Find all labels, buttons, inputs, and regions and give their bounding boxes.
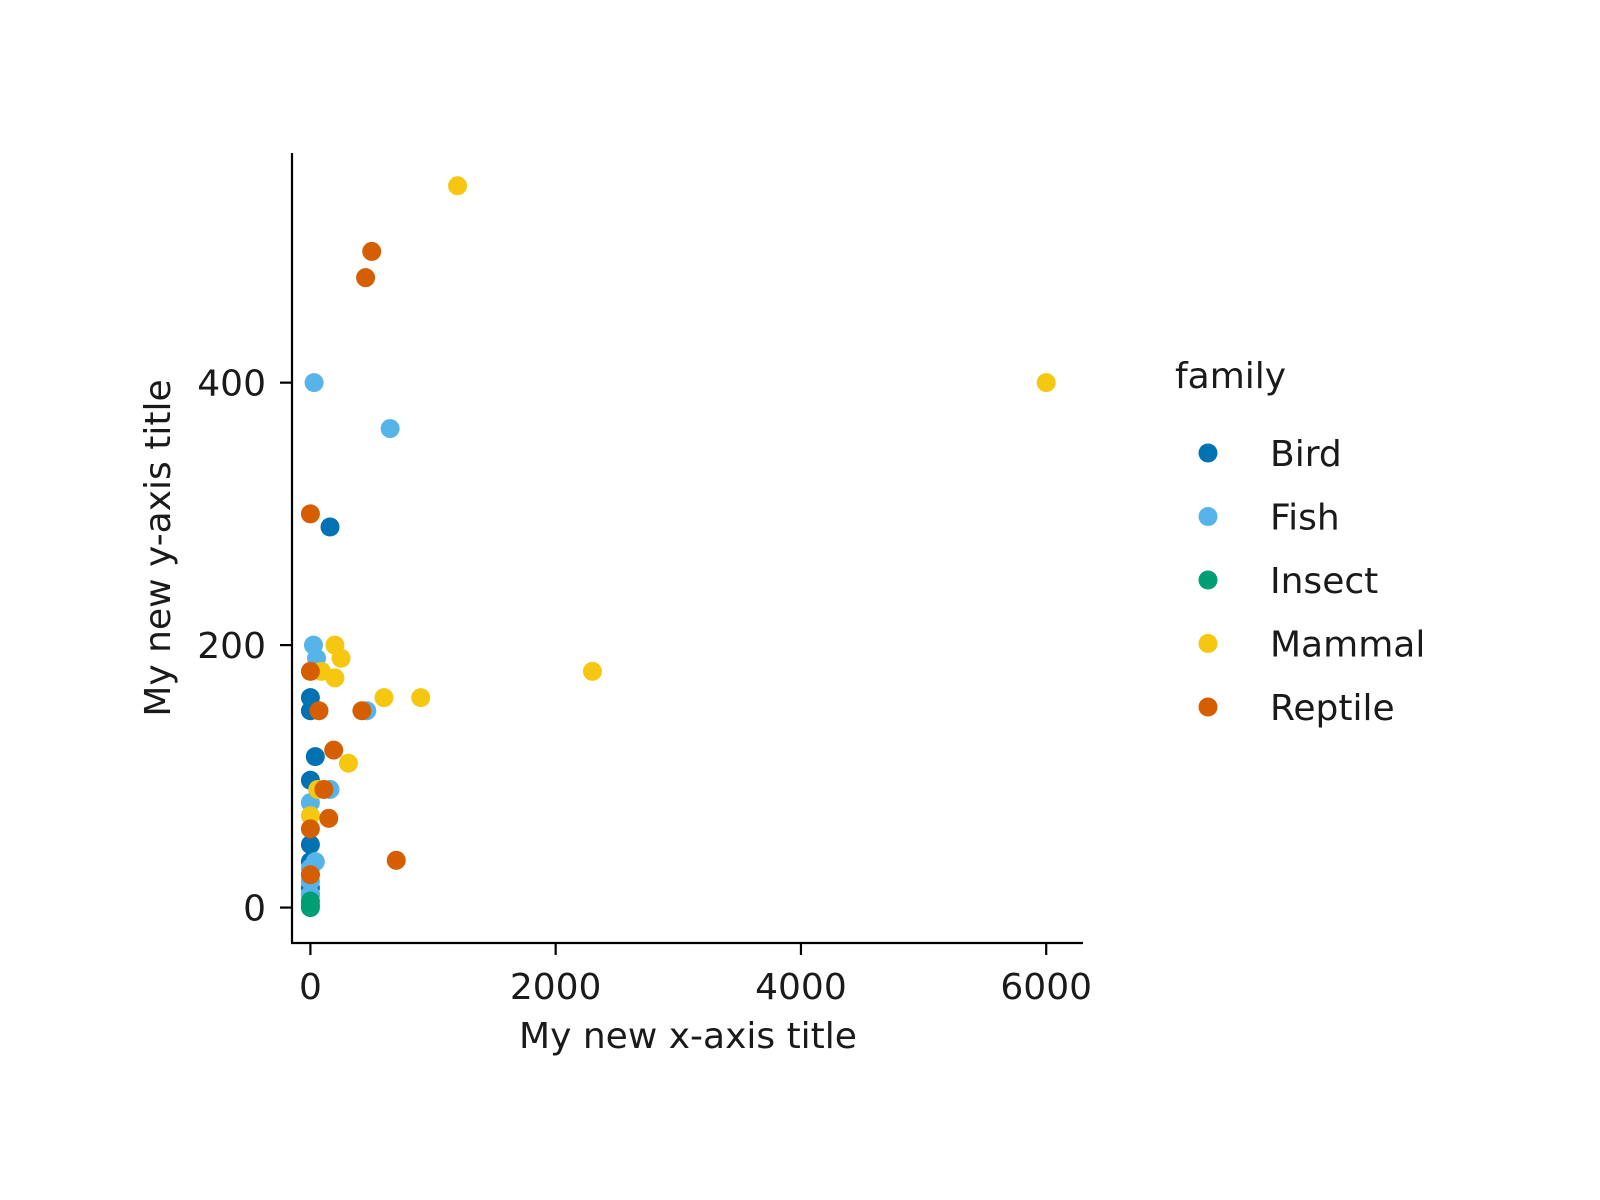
data-point-reptile [352, 701, 372, 721]
data-point-reptile [319, 808, 339, 828]
legend-marker [1198, 570, 1218, 590]
data-point-fish [304, 373, 324, 393]
data-points [300, 176, 1056, 918]
x-tick-label: 4000 [755, 967, 847, 1008]
series-reptile [300, 241, 406, 885]
data-point-reptile [362, 241, 382, 261]
y-tick-label: 200 [197, 626, 266, 667]
data-point-mammal [338, 753, 358, 773]
legend-marker [1198, 507, 1218, 526]
data-point-mammal [331, 648, 351, 668]
y-axis-title: My new y-axis title [138, 379, 179, 716]
data-point-reptile [356, 268, 376, 288]
data-point-mammal [1036, 373, 1056, 393]
data-point-reptile [300, 661, 320, 681]
x-axis-ticks: 0 2000 4000 6000 [299, 943, 1092, 1008]
legend-marker [1198, 634, 1218, 653]
plot-area: 0 2000 4000 6000 0 200 400 [197, 153, 1092, 1008]
y-tick-label: 0 [243, 889, 266, 930]
data-point-reptile [386, 850, 406, 870]
legend-item-bird: Bird [1198, 434, 1342, 475]
data-point-reptile [300, 865, 320, 885]
legend-item-mammal: Mammal [1198, 625, 1425, 666]
y-tick-label: 400 [197, 364, 266, 405]
data-point-reptile [300, 819, 320, 839]
data-point-mammal [374, 688, 394, 708]
data-point-reptile [309, 701, 329, 721]
legend-title: family [1175, 356, 1286, 397]
legend-label: Mammal [1270, 625, 1425, 666]
data-point-mammal [300, 806, 320, 826]
legend-marker [1198, 443, 1218, 463]
y-axis-ticks: 0 200 400 [197, 364, 292, 930]
legend-item-insect: Insect [1198, 561, 1378, 602]
x-tick-label: 2000 [510, 967, 602, 1008]
legend-item-reptile: Reptile [1198, 688, 1395, 729]
legend-marker [1198, 697, 1218, 717]
data-point-mammal [325, 668, 345, 688]
legend: family Bird Fish Insect Mammal Reptile [1175, 356, 1425, 729]
legend-label: Insect [1270, 561, 1378, 602]
data-point-reptile [314, 779, 334, 799]
series-mammal [300, 176, 1056, 826]
x-axis-title: My new x-axis title [519, 1016, 857, 1057]
legend-items: Bird Fish Insect Mammal Reptile [1198, 434, 1425, 729]
data-point-insect [300, 898, 320, 918]
data-point-mammal [411, 688, 431, 708]
data-point-reptile [300, 504, 320, 524]
series-insect [300, 891, 320, 918]
x-tick-label: 6000 [1000, 967, 1092, 1008]
data-point-fish [380, 419, 400, 439]
legend-label: Reptile [1270, 688, 1395, 729]
data-point-reptile [324, 740, 344, 760]
data-point-bird [320, 517, 340, 537]
legend-label: Fish [1270, 498, 1340, 539]
data-point-mammal [582, 661, 602, 681]
legend-label: Bird [1270, 434, 1342, 475]
legend-item-fish: Fish [1198, 498, 1340, 539]
data-point-bird [300, 835, 320, 855]
data-point-mammal [448, 176, 468, 196]
data-point-bird [305, 747, 325, 767]
x-tick-label: 0 [299, 967, 322, 1008]
